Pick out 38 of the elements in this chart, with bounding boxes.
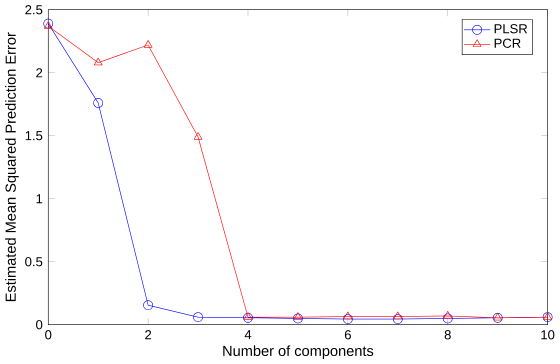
y-tick-label: 1 [36,194,42,204]
x-tick-label: 0 [45,330,52,340]
point [44,21,53,29]
x-tick-label: 8 [444,330,451,340]
point [342,314,353,324]
point [43,18,54,28]
point [243,312,253,323]
y-tick-label: 1.5 [26,131,42,140]
point [194,132,202,140]
point [193,312,203,322]
y-tick-label: 0 [36,320,42,330]
y-tick-label: 2 [36,68,42,78]
legend-label: PCR [494,38,521,48]
x-axis-title: Number of components [223,345,374,359]
y-tick-label: 2.5 [25,5,42,14]
point [93,98,104,108]
point [392,314,403,324]
point [394,312,402,320]
point [94,58,102,66]
point [442,313,453,324]
point [244,312,252,320]
x-tick-label: 10 [541,330,554,340]
y-axis-title: Estimated Mean Squared Prediction Error [5,32,19,302]
point [542,312,553,322]
legend-label: PLSR [494,24,528,34]
y-tick-label: 0.5 [25,257,42,266]
point [443,310,452,318]
point [144,40,152,48]
point [344,312,352,320]
point [543,312,552,320]
x-tick-label: 6 [344,330,351,340]
point [294,312,302,320]
point [143,300,154,310]
x-tick-label: 2 [145,330,152,340]
point [493,312,502,320]
point [492,312,503,323]
point [293,313,303,324]
x-tick-label: 4 [244,330,252,340]
